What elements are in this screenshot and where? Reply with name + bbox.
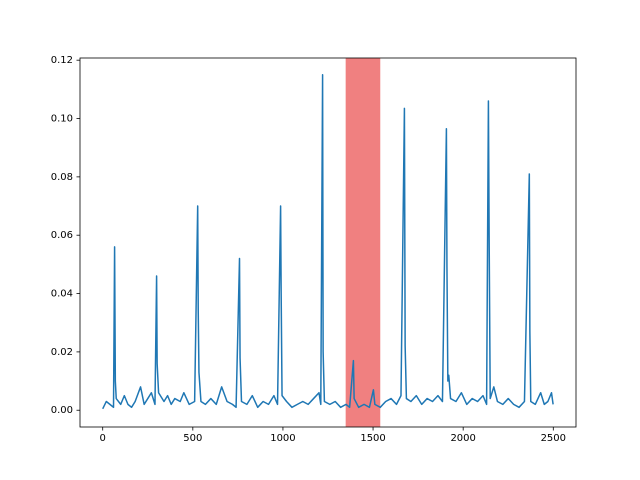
y-tick-label: 0.10: [51, 114, 73, 125]
x-tick-label: 0: [100, 433, 106, 444]
x-tick-label: 1000: [270, 433, 295, 444]
y-tick-label: 0.00: [51, 405, 73, 416]
axes-frame: [79, 57, 577, 428]
y-tick-label: 0.12: [51, 55, 73, 66]
data-line: [102, 74, 554, 410]
plot-area: [80, 58, 576, 427]
x-tick-label: 1500: [360, 433, 385, 444]
y-tick-label: 0.04: [51, 289, 73, 300]
y-tick-label: 0.08: [51, 172, 73, 183]
y-tick-label: 0.06: [51, 230, 73, 241]
x-tick-label: 2500: [541, 433, 566, 444]
x-tick-label: 500: [183, 433, 202, 444]
highlight-span: [345, 58, 381, 427]
x-tick-label: 2000: [450, 433, 475, 444]
y-tick-label: 0.02: [51, 347, 73, 358]
